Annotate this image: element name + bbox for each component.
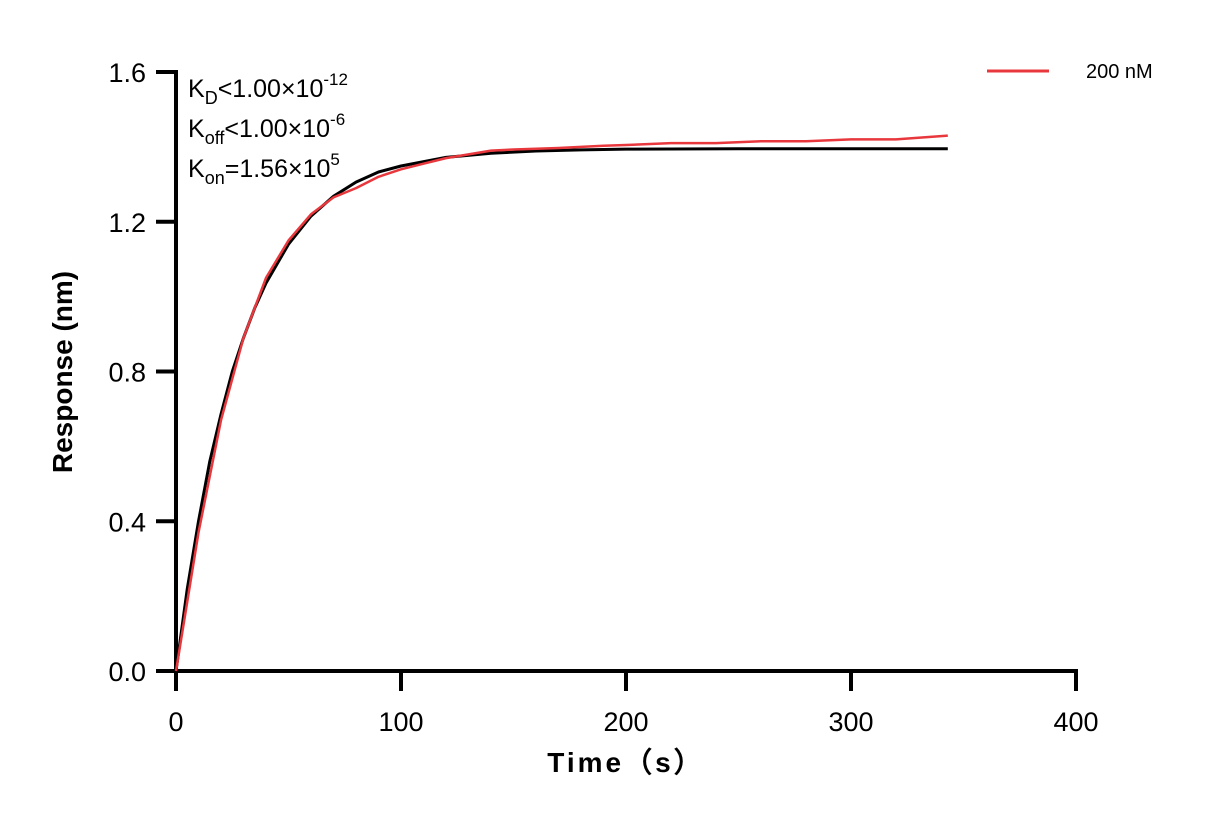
x-axis-label: Time（s）	[547, 746, 704, 778]
y-tick-label: 0.0	[108, 657, 146, 687]
x-tick-label: 400	[1053, 707, 1098, 737]
fit-curve	[174, 147, 948, 672]
annotation-sub: on	[205, 168, 225, 188]
annotation-text: =1.56×10	[225, 155, 331, 183]
annotation-sub: off	[205, 128, 226, 148]
y-tick-label: 0.8	[108, 358, 146, 388]
y-axis-label: Response (nm)	[47, 271, 78, 473]
annotation-base: K	[188, 155, 205, 183]
annotation-sub: D	[205, 88, 218, 108]
x-tick-label: 200	[603, 707, 648, 737]
annotation-line: Koff<1.00×10-6	[188, 110, 345, 148]
annotation-sup: -12	[323, 70, 348, 89]
annotation-text: <1.00×10	[218, 75, 324, 103]
series-line-200nM	[174, 134, 948, 672]
legend-label-200nM: 200 nM	[1086, 61, 1153, 83]
y-tick-label: 1.6	[108, 58, 146, 88]
y-tick-label: 1.2	[108, 208, 146, 238]
annotation-base: K	[188, 75, 205, 103]
y-tick-label: 0.4	[108, 507, 146, 537]
annotation-line: KD<1.00×10-12	[188, 70, 348, 108]
x-tick-label: 300	[828, 707, 873, 737]
x-tick-label: 0	[168, 707, 183, 737]
annotation-text: <1.00×10	[224, 115, 330, 143]
annotation-sup: 5	[330, 150, 339, 169]
legend: 200 nM	[987, 61, 1153, 83]
x-tick-label: 100	[378, 707, 423, 737]
annotation-base: K	[188, 115, 205, 143]
annotation-sup: -6	[330, 110, 345, 129]
annotation-line: Kon=1.56×105	[188, 150, 340, 188]
